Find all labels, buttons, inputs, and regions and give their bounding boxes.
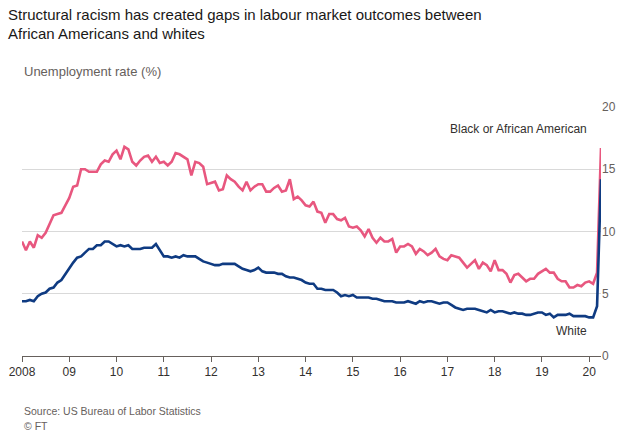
- svg-text:10: 10: [110, 365, 124, 379]
- svg-text:Unemployment rate (%): Unemployment rate (%): [24, 64, 161, 79]
- svg-text:14: 14: [299, 365, 313, 379]
- svg-text:09: 09: [63, 365, 77, 379]
- svg-text:10: 10: [602, 225, 616, 239]
- svg-text:11: 11: [158, 365, 171, 379]
- svg-text:20: 20: [602, 100, 616, 114]
- svg-text:Black or African American: Black or African American: [450, 122, 587, 136]
- svg-text:0: 0: [602, 349, 609, 363]
- svg-text:Structural racism has created: Structural racism has created gaps in la…: [8, 6, 482, 43]
- svg-text:15: 15: [346, 365, 360, 379]
- svg-text:19: 19: [535, 365, 549, 379]
- svg-text:White: White: [556, 324, 587, 338]
- svg-text:5: 5: [602, 287, 609, 301]
- svg-text:18: 18: [488, 365, 502, 379]
- svg-text:2008: 2008: [9, 365, 36, 379]
- svg-text:20: 20: [583, 365, 597, 379]
- svg-text:15: 15: [602, 162, 616, 176]
- svg-text:16: 16: [393, 365, 407, 379]
- svg-text:13: 13: [252, 365, 266, 379]
- svg-text:12: 12: [204, 365, 218, 379]
- svg-text:© FT: © FT: [24, 420, 48, 432]
- svg-text:Source: US Bureau of Labor Sta: Source: US Bureau of Labor Statistics: [24, 405, 201, 417]
- svg-text:17: 17: [441, 365, 455, 379]
